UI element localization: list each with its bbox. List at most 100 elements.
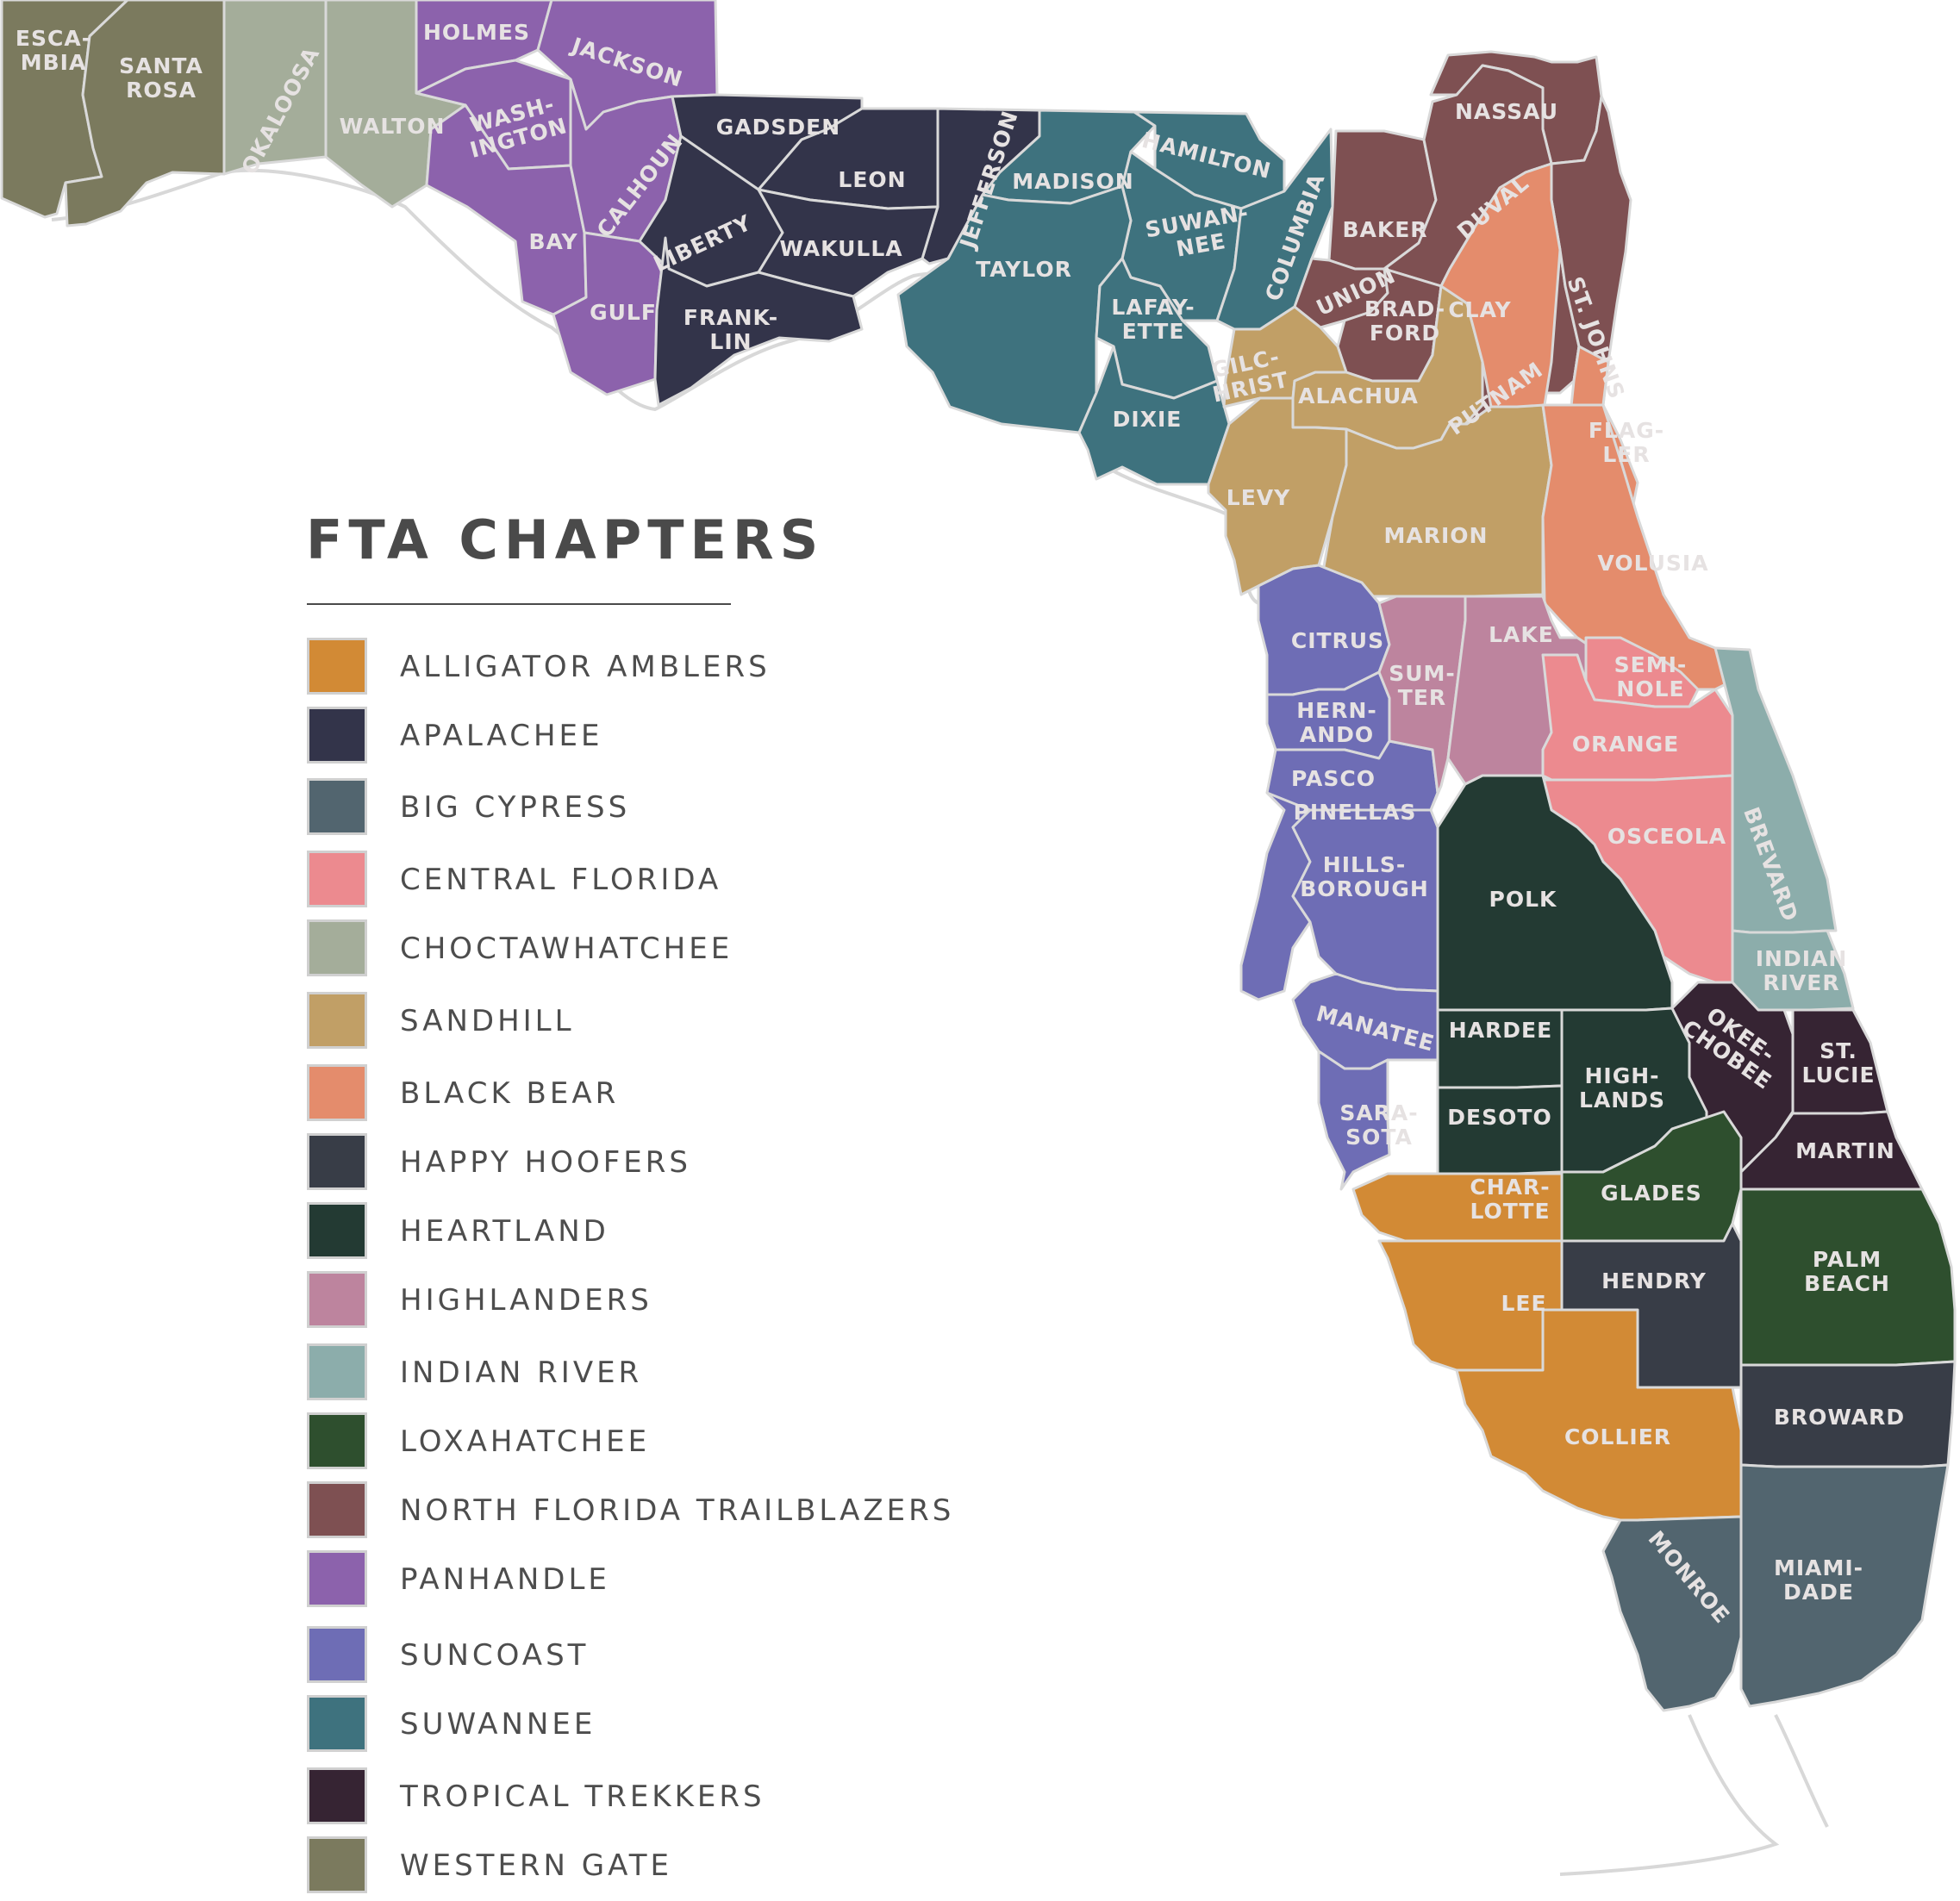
county-label-line: HERN- bbox=[1296, 698, 1377, 723]
county-label-line: BAY bbox=[528, 229, 577, 254]
legend-label: SUWANNEE bbox=[400, 1707, 596, 1742]
legend-swatch bbox=[307, 1695, 367, 1752]
county-label-line: LOTTE bbox=[1470, 1199, 1550, 1224]
county-label-line: CHAR- bbox=[1470, 1175, 1550, 1200]
county-label: HOLMES bbox=[423, 20, 530, 45]
county-label-line: MARTIN bbox=[1795, 1138, 1895, 1163]
county-label: ST. LUCIE bbox=[1801, 1038, 1875, 1088]
county-label: DESOTO bbox=[1447, 1105, 1551, 1130]
legend-swatch bbox=[307, 1836, 367, 1893]
county-label-line: RIVER bbox=[1763, 970, 1839, 995]
legend-label: HAPPY HOOFERS bbox=[400, 1145, 691, 1180]
legend-item: WESTERN GATE bbox=[307, 1836, 962, 1897]
county-label: CHAR-LOTTE bbox=[1470, 1175, 1550, 1224]
legend-swatch bbox=[307, 1412, 367, 1469]
county-label: SUM-TER bbox=[1389, 661, 1456, 710]
legend-item: INDIAN RIVER bbox=[307, 1343, 962, 1404]
county-label-line: HILLS- bbox=[1323, 852, 1406, 877]
legend-item: HAPPY HOOFERS bbox=[307, 1133, 962, 1194]
county-label-line: LEON bbox=[838, 167, 906, 192]
county-label-line: BROWARD bbox=[1774, 1405, 1905, 1430]
county-label-line: LIN bbox=[709, 329, 752, 354]
county-label-line: GLADES bbox=[1601, 1181, 1702, 1206]
legend-label: HEARTLAND bbox=[400, 1214, 609, 1249]
county-label-line: LANDS bbox=[1579, 1088, 1665, 1113]
county-label-line: FRANK- bbox=[684, 305, 778, 330]
county-label: PALM BEACH bbox=[1804, 1247, 1890, 1296]
county-label-line: LEVY bbox=[1227, 485, 1290, 510]
county-label: WAKULLA bbox=[779, 236, 902, 261]
county-label-line: PALM bbox=[1813, 1247, 1882, 1272]
county-label-line: BAKER bbox=[1342, 217, 1427, 242]
county-label-line: ETTE bbox=[1122, 319, 1185, 344]
county-label: ALACHUA bbox=[1298, 383, 1419, 408]
county-label: LAFAY-ETTE bbox=[1111, 295, 1195, 344]
county-label: NASSAU bbox=[1455, 99, 1558, 124]
county-label: CLAY bbox=[1448, 297, 1511, 322]
county-label: MADISON bbox=[1012, 169, 1133, 194]
legend-swatch bbox=[307, 638, 367, 695]
county-label: TAYLOR bbox=[976, 257, 1072, 282]
legend-label: APALACHEE bbox=[400, 719, 603, 753]
legend-swatch bbox=[307, 1133, 367, 1190]
county-label-line: LER bbox=[1602, 442, 1650, 467]
county-label-line: TER bbox=[1398, 685, 1446, 710]
county-label-line: HIGH- bbox=[1584, 1063, 1659, 1088]
county-label: HERN-ANDO bbox=[1296, 698, 1377, 747]
legend-title: FTA CHAPTERS bbox=[306, 508, 825, 571]
county-label-line: DESOTO bbox=[1447, 1105, 1551, 1130]
legend-label: SANDHILL bbox=[400, 1004, 575, 1038]
county-label: DIXIE bbox=[1113, 407, 1183, 432]
county-label-line: CITRUS bbox=[1291, 628, 1384, 653]
county-label-line: SANTA bbox=[119, 53, 203, 78]
county-label-line: SEMI- bbox=[1614, 652, 1688, 677]
county-label-line: LAFAY- bbox=[1111, 295, 1195, 320]
county-label: LEE bbox=[1501, 1291, 1546, 1316]
county-label: GULF bbox=[590, 300, 657, 325]
county-label: HENDRY bbox=[1601, 1268, 1707, 1293]
county-label: INDIAN RIVER bbox=[1756, 946, 1848, 995]
county-label: PINELLAS bbox=[1294, 800, 1417, 825]
county-label: HIGH-LANDS bbox=[1579, 1063, 1665, 1113]
county-label: LEVY bbox=[1227, 485, 1290, 510]
legend-label: PANHANDLE bbox=[400, 1562, 610, 1597]
county-label: WALTON bbox=[340, 114, 446, 139]
county-label-line: WALTON bbox=[340, 114, 446, 139]
county-label: BRAD-FORD bbox=[1364, 296, 1445, 346]
county-label-line: ST. bbox=[1820, 1038, 1857, 1063]
florida-keys bbox=[1559, 1714, 1829, 1876]
legend-item: CENTRAL FLORIDA bbox=[307, 851, 962, 911]
county-label: SEMI-NOLE bbox=[1614, 652, 1688, 701]
county-label-line: MIAMI- bbox=[1774, 1555, 1863, 1580]
county-label-line: SARA- bbox=[1339, 1100, 1418, 1125]
county-label-line: ROSA bbox=[126, 78, 197, 103]
legend-swatch bbox=[307, 1626, 367, 1683]
county-label: BAKER bbox=[1342, 217, 1427, 242]
county-label: ESCA-MBIA bbox=[16, 26, 91, 75]
county-label-line: HOLMES bbox=[423, 20, 530, 45]
legend-swatch bbox=[307, 919, 367, 976]
county-label: SARA-SOTA bbox=[1339, 1100, 1418, 1150]
county-label-line: LAKE bbox=[1489, 622, 1554, 647]
legend-item: APALACHEE bbox=[307, 707, 962, 767]
legend-label: NORTH FLORIDA TRAILBLAZERS bbox=[400, 1493, 955, 1528]
county-label-line: OSCEOLA bbox=[1607, 824, 1726, 849]
legend-swatch bbox=[307, 992, 367, 1049]
county-label-line: MADISON bbox=[1012, 169, 1133, 194]
legend-label: CHOCTAWHATCHEE bbox=[400, 932, 733, 966]
county-label: HARDEE bbox=[1449, 1018, 1552, 1043]
county-label-line: ORANGE bbox=[1572, 732, 1679, 757]
county-region bbox=[1377, 595, 1467, 812]
county-label: HILLS-BOROUGH bbox=[1300, 852, 1429, 901]
county-region bbox=[1436, 1084, 1564, 1175]
legend-item: SUWANNEE bbox=[307, 1695, 962, 1755]
county-label-line: ESCA- bbox=[16, 26, 91, 51]
county-label-line: BEACH bbox=[1804, 1271, 1890, 1296]
county-label: MARION bbox=[1384, 523, 1489, 548]
legend-label: BLACK BEAR bbox=[400, 1076, 620, 1111]
county-region bbox=[1560, 1222, 1743, 1389]
county-label-line: HARDEE bbox=[1449, 1018, 1552, 1043]
county-label-line: CLAY bbox=[1448, 297, 1511, 322]
